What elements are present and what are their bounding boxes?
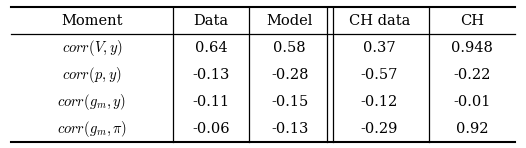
Text: -0.22: -0.22	[453, 68, 491, 82]
Text: $corr(V, y)$: $corr(V, y)$	[62, 38, 122, 58]
Text: -0.13: -0.13	[193, 68, 230, 82]
Text: -0.11: -0.11	[193, 95, 230, 109]
Text: -0.12: -0.12	[361, 95, 398, 109]
Text: -0.01: -0.01	[453, 95, 491, 109]
Text: $corr(g_m, \pi)$: $corr(g_m, \pi)$	[57, 119, 127, 139]
Text: 0.37: 0.37	[363, 41, 396, 55]
Text: $corr(g_m, y)$: $corr(g_m, y)$	[57, 92, 126, 112]
Text: -0.15: -0.15	[271, 95, 308, 109]
Text: -0.28: -0.28	[271, 68, 308, 82]
Text: CH: CH	[460, 14, 484, 28]
Text: -0.29: -0.29	[361, 122, 398, 136]
Text: 0.92: 0.92	[456, 122, 488, 136]
Text: -0.57: -0.57	[361, 68, 398, 82]
Text: Moment: Moment	[61, 14, 123, 28]
Text: CH data: CH data	[349, 14, 410, 28]
Text: $corr(p, y)$: $corr(p, y)$	[62, 65, 122, 85]
Text: -0.06: -0.06	[193, 122, 230, 136]
Text: 0.948: 0.948	[451, 41, 493, 55]
Text: 0.58: 0.58	[274, 41, 306, 55]
Text: -0.13: -0.13	[271, 122, 308, 136]
Text: Model: Model	[267, 14, 313, 28]
Text: Data: Data	[194, 14, 229, 28]
Text: 0.64: 0.64	[195, 41, 227, 55]
